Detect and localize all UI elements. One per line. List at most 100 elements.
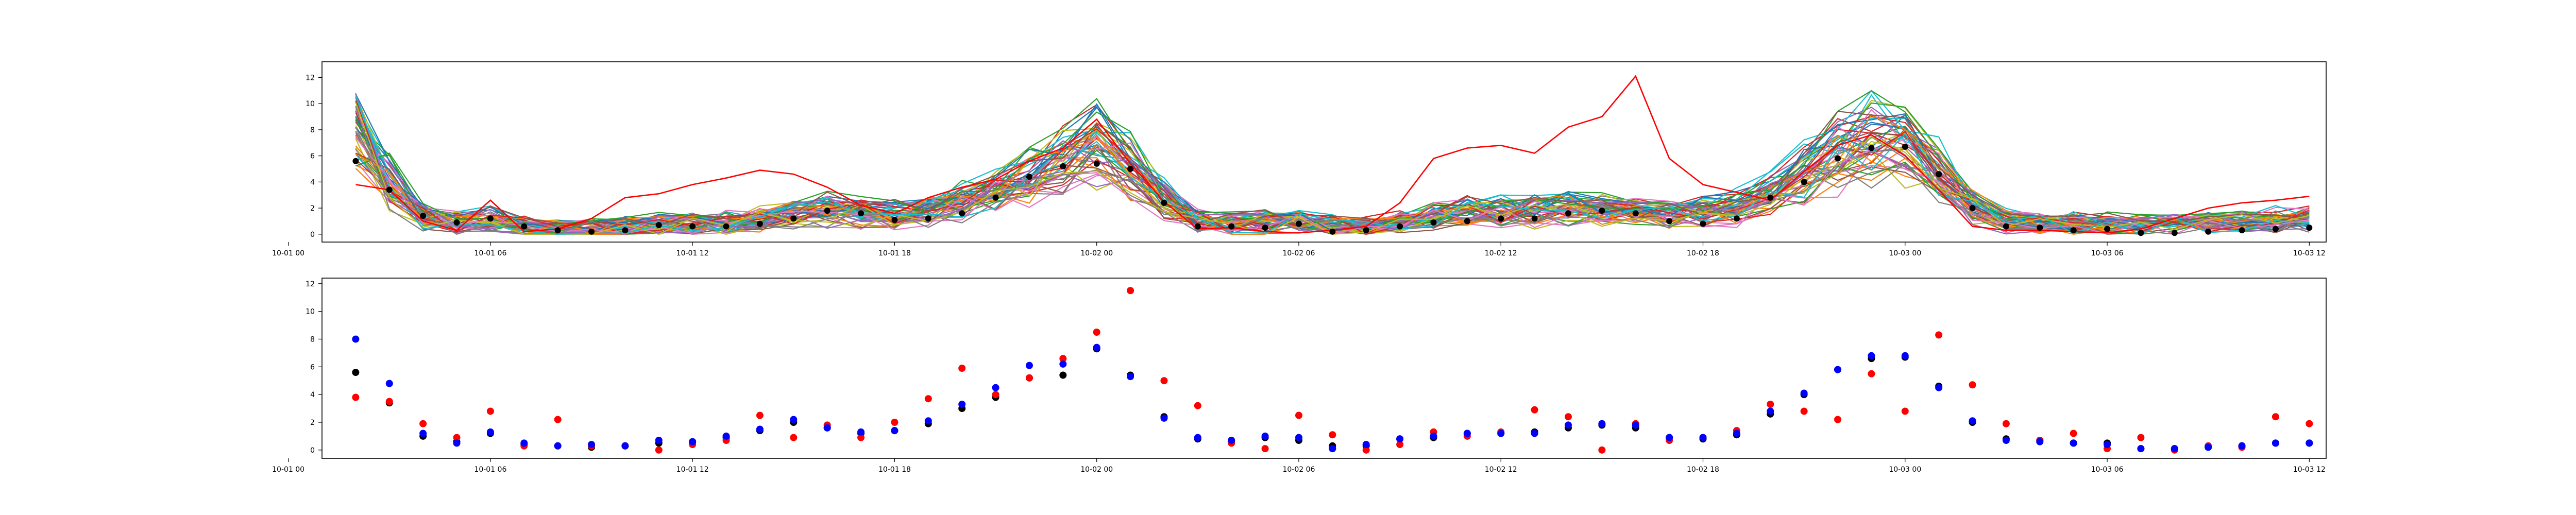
top-y-tick-label: 2 (310, 204, 315, 213)
scatter-point-series-2 (891, 427, 899, 435)
scatter-point-series-2 (554, 442, 562, 450)
scatter-point-series-2 (2137, 445, 2145, 453)
mean-point (1902, 143, 1908, 150)
ensemble-line (355, 109, 2310, 235)
bottom-y-tick-label: 4 (310, 391, 315, 399)
mean-point (1194, 223, 1201, 230)
bottom-x-tick-label: 10-02 00 (1080, 466, 1113, 474)
scatter-panel: 10-01 00 10-01 06 10-01 12 10-01 18 10-02 00… (272, 278, 2327, 474)
top-x-tick-label: 10-01 06 (474, 249, 506, 258)
scatter-point-series-1 (857, 434, 865, 441)
scatter-point-series-1 (1127, 287, 1134, 295)
mean-point (1599, 208, 1605, 214)
mean-point (858, 210, 865, 217)
scatter-point-series-2 (1901, 352, 1909, 359)
mean-point (420, 213, 427, 219)
mean-point (1161, 199, 1167, 206)
mean-point (2104, 226, 2111, 232)
mean-point (1531, 215, 1538, 222)
scatter-point-series-2 (1868, 352, 1875, 359)
mean-point (2138, 230, 2144, 236)
ensemble-line (355, 90, 2310, 233)
bottom-x-tick-label: 10-02 12 (1485, 466, 1517, 474)
scatter-point-series-2 (790, 416, 798, 423)
scatter-point-series-1 (2272, 413, 2279, 421)
scatter-point-series-1 (554, 416, 562, 423)
mean-point (2205, 228, 2212, 235)
scatter-point-series-2 (520, 439, 528, 447)
scatter-point-series-1 (2137, 434, 2145, 441)
scatter-point-series-1 (1059, 355, 1067, 363)
scatter-point-series-1 (891, 419, 899, 426)
top-x-tick-label: 10-02 00 (1080, 249, 1113, 258)
top-y-axis: 0 2 4 6 8 10 12 (306, 74, 322, 239)
mean-point (386, 186, 393, 193)
mean-point (1565, 210, 1571, 217)
scatter-points (352, 287, 2313, 454)
scatter-point-series-2 (1598, 420, 1606, 427)
mean-point (1262, 225, 1268, 231)
scatter-point-series-2 (924, 417, 932, 425)
top-x-tick-label: 10-01 12 (676, 249, 709, 258)
scatter-point-series-1 (2306, 420, 2313, 427)
scatter-point-series-2 (1160, 414, 1168, 422)
scatter-point-series-2 (1362, 441, 1370, 449)
top-x-axis: 10-01 00 10-01 06 10-01 12 10-01 18 10-02 00… (272, 242, 2326, 258)
scatter-point-series-2 (1194, 434, 1201, 441)
scatter-point-series-2 (1059, 360, 1067, 368)
mean-point (352, 158, 359, 164)
scatter-point-series-1 (2070, 430, 2077, 437)
scatter-point-series-2 (588, 441, 596, 449)
scatter-point-series-1 (1834, 416, 1842, 423)
scatter-point-series-2 (1329, 445, 1336, 453)
scatter-point-series-2 (2238, 442, 2246, 450)
scatter-point-series-2 (1497, 430, 1505, 437)
mean-point (1835, 155, 1841, 162)
bottom-y-tick-label: 10 (306, 308, 315, 316)
bottom-x-tick-label: 10-02 06 (1282, 466, 1315, 474)
bottom-y-tick-label: 12 (306, 280, 315, 288)
scatter-point-series-2 (1396, 435, 1404, 443)
scatter-point-series-2 (1767, 407, 1774, 415)
mean-point (622, 227, 629, 234)
top-y-tick-label: 8 (310, 126, 315, 134)
mean-point (1329, 228, 1336, 235)
mean-points (352, 143, 2313, 236)
scatter-point-series-2 (823, 424, 831, 432)
top-y-tick-label: 0 (310, 231, 315, 239)
bottom-y-axis: 0 2 4 6 8 10 12 (306, 280, 322, 455)
top-y-tick-label: 10 (306, 100, 315, 108)
mean-point (891, 216, 898, 223)
scatter-point-series-1 (1396, 441, 1404, 449)
scatter-point-series-2 (352, 335, 360, 343)
bottom-y-tick-label: 6 (310, 363, 315, 371)
top-axes-frame (321, 61, 2327, 243)
scatter-point-series-2 (1093, 344, 1100, 351)
scatter-point-series-2 (486, 428, 494, 436)
ensemble-line (355, 127, 2310, 235)
scatter-point-series-2 (722, 432, 730, 440)
mean-point (1700, 220, 1706, 227)
ensemble-line (355, 114, 2310, 235)
scatter-point-series-2 (385, 380, 393, 387)
mean-point (689, 223, 696, 230)
mean-point (1093, 160, 1100, 167)
scatter-point-series-1 (1969, 381, 1976, 389)
top-x-tick-label: 10-02 18 (1687, 249, 1719, 258)
mean-point (1430, 219, 1437, 226)
scatter-point-series-1 (1362, 446, 1370, 454)
scatter-point-series-2 (1228, 437, 1235, 444)
bottom-x-tick-label: 10-01 18 (878, 466, 911, 474)
mean-point (1363, 227, 1369, 234)
scatter-point-series-2 (756, 425, 764, 433)
scatter-point-series-1 (992, 391, 999, 399)
scatter-point-series-1 (1025, 374, 1033, 382)
scatter-point-series-0 (352, 369, 360, 376)
scatter-point-series-1 (1901, 407, 1909, 415)
scatter-point-series-2 (1632, 421, 1639, 429)
mean-point (2272, 226, 2279, 232)
mean-point (1767, 194, 1774, 201)
mean-point (2070, 227, 2077, 234)
scatter-point-series-2 (2070, 439, 2077, 447)
scatter-point-series-2 (1800, 389, 1808, 397)
